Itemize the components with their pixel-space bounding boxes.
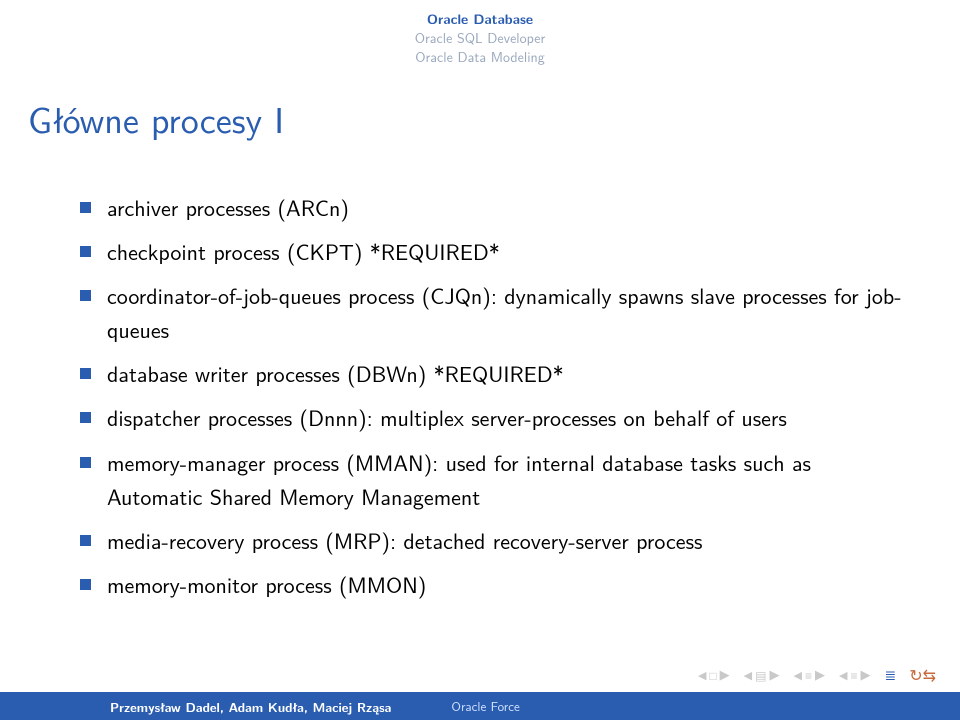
prev-subsection-icon[interactable]: ◀≡▶ <box>793 665 824 684</box>
nav-item-0[interactable]: Oracle Database <box>0 10 960 29</box>
bullet-icon <box>80 368 91 379</box>
list-item: database writer processes (DBWn) *REQUIR… <box>80 356 910 390</box>
bullet-text: archiver processes (ARCn) <box>107 190 910 224</box>
bullet-icon <box>80 246 91 257</box>
breadcrumb: Oracle Database Oracle SQL Developer Ora… <box>0 10 960 67</box>
list-item: dispatcher processes (Dnnn): multiplex s… <box>80 400 910 434</box>
footer-title: Oracle Force <box>391 697 519 716</box>
bullet-icon <box>80 412 91 423</box>
list-item: coordinator-of-job-queues process (CJQn)… <box>80 278 910 346</box>
prev-slide-icon[interactable]: ◀□▶ <box>698 665 730 684</box>
bullet-text: memory-manager process (MMAN): used for … <box>107 445 910 513</box>
outline-icon[interactable]: ≣ <box>884 665 895 685</box>
nav-item-2[interactable]: Oracle Data Modeling <box>0 48 960 67</box>
prev-section-icon[interactable]: ◀▤▶ <box>744 665 780 684</box>
loop-icon[interactable]: ↻⇆ <box>909 663 936 686</box>
bullet-text: media-recovery process (MRP): detached r… <box>107 523 910 557</box>
list-item: checkpoint process (CKPT) *REQUIRED* <box>80 234 910 268</box>
footer: Przemysław Dadel, Adam Kudła, Maciej Rzą… <box>0 692 960 720</box>
list-item: archiver processes (ARCn) <box>80 190 910 224</box>
bullet-icon <box>80 579 91 590</box>
bullet-icon <box>80 202 91 213</box>
bullet-icon <box>80 457 91 468</box>
bullet-text: memory-monitor process (MMON) <box>107 567 910 601</box>
bullet-text: dispatcher processes (Dnnn): multiplex s… <box>107 400 910 434</box>
bullet-text: checkpoint process (CKPT) *REQUIRED* <box>107 234 910 268</box>
footer-authors: Przemysław Dadel, Adam Kudła, Maciej Rzą… <box>0 697 391 716</box>
nav-item-1[interactable]: Oracle SQL Developer <box>0 29 960 48</box>
bullet-text: database writer processes (DBWn) *REQUIR… <box>107 356 910 390</box>
bullet-icon <box>80 535 91 546</box>
next-subsection-icon[interactable]: ◀≡▶ <box>839 665 870 684</box>
bullet-list: archiver processes (ARCn) checkpoint pro… <box>80 190 910 611</box>
list-item: media-recovery process (MRP): detached r… <box>80 523 910 557</box>
bullet-text: coordinator-of-job-queues process (CJQn)… <box>107 278 910 346</box>
list-item: memory-monitor process (MMON) <box>80 567 910 601</box>
page-title: Główne procesy I <box>28 92 284 145</box>
slide-nav-icons: ◀□▶ ◀▤▶ ◀≡▶ ◀≡▶ ≣ ↻⇆ <box>698 663 936 686</box>
bullet-icon <box>80 290 91 301</box>
list-item: memory-manager process (MMAN): used for … <box>80 445 910 513</box>
